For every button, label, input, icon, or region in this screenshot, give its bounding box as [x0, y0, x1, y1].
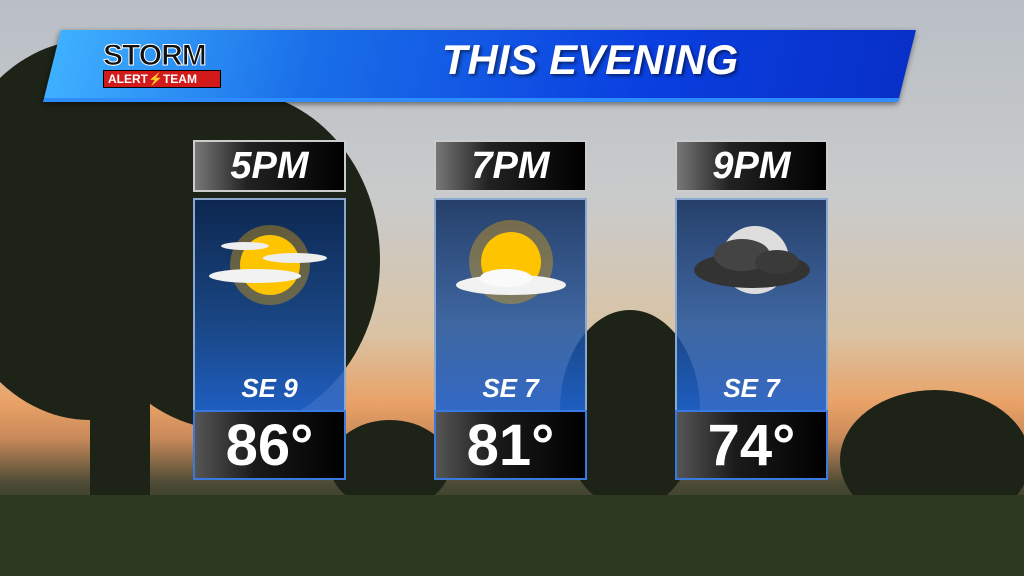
temperature: 81°: [434, 410, 587, 480]
logo-text: STORM: [103, 39, 208, 72]
mostly-sunny-icon: [456, 220, 566, 304]
forecast-card-9pm: 9PM SE 7 74°: [675, 140, 828, 480]
forecast-time: 7PM: [434, 140, 587, 192]
storm-alert-team-logo: STORM ALERT⚡TEAM: [103, 39, 225, 88]
forecast-time: 5PM: [193, 140, 346, 192]
temperature: 86°: [193, 410, 346, 480]
forecast-card-5pm: 5PM SE 9 86°: [193, 140, 346, 480]
wind-readout: SE 7: [482, 373, 539, 403]
forecast-panel: SE 9: [193, 198, 346, 410]
partly-sunny-icon: [209, 225, 327, 305]
page-title: THIS EVENING: [441, 36, 739, 83]
forecast-panel: SE 7: [434, 198, 587, 410]
cloudy-night-moon-icon: [694, 226, 810, 294]
logo-subtitle: ALERT⚡TEAM: [103, 70, 221, 88]
temperature: 74°: [675, 410, 828, 480]
forecast-card-7pm: 7PM SE 7 81°: [434, 140, 587, 480]
forecast-panel: SE 7: [675, 198, 828, 410]
wind-readout: SE 9: [241, 373, 298, 403]
wind-readout: SE 7: [723, 373, 780, 403]
forecast-time: 9PM: [675, 140, 828, 192]
